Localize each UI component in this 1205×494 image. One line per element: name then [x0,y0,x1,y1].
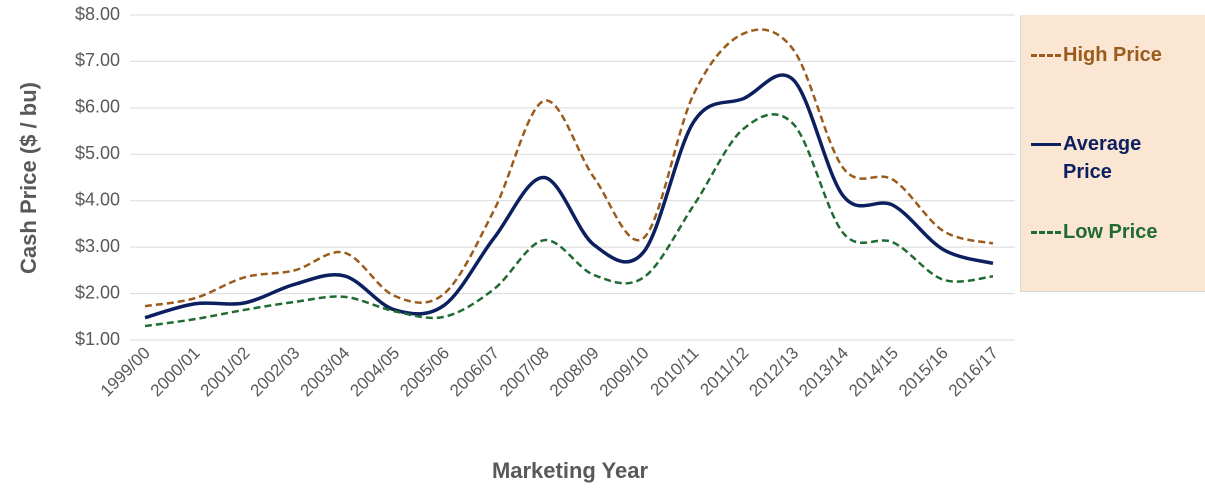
x-tick-label: 2013/14 [795,343,852,400]
x-tick-label: 2014/15 [845,343,902,400]
x-tick-label: 2002/03 [247,343,304,400]
x-tick-label: 2003/04 [296,343,353,400]
y-tick-label: $5.00 [75,143,120,163]
legend: High Price Average Price Low Price [1020,15,1205,292]
y-tick-label: $8.00 [75,4,120,24]
x-tick-label: 2010/11 [647,343,703,399]
x-tick-label: 2000/01 [147,343,204,400]
y-tick-label: $4.00 [75,189,120,209]
x-tick-label: 2006/07 [446,343,503,400]
x-tick-label: 2007/08 [496,343,553,400]
y-tick-label: $1.00 [75,329,120,349]
x-tick-label: 2015/16 [895,343,952,400]
x-tick-label: 2009/10 [596,343,653,400]
legend-entry: Average Price [1031,130,1193,186]
x-tick-label: 2008/09 [546,343,603,400]
x-tick-label: 1999/00 [97,343,154,400]
legend-label: Average Price [1063,133,1142,183]
legend-label: Low Price [1063,221,1158,243]
legend-swatch [1031,54,1061,57]
y-tick-label: $2.00 [75,282,120,302]
y-axis-title: Cash Price ($ / bu) [16,82,41,274]
series-line [144,73,994,320]
legend-swatch [1031,143,1061,146]
legend-label: High Price [1063,44,1162,66]
x-tick-label: 2001/02 [197,343,254,400]
x-tick-label: 2004/05 [346,343,403,400]
y-tick-label: $3.00 [75,236,120,256]
y-tick-label: $7.00 [75,50,120,70]
series-line [144,113,994,328]
x-tick-label: 2011/12 [696,343,752,399]
legend-entry: High Price [1031,41,1162,69]
x-axis-title: Marketing Year [492,458,649,483]
x-tick-label: 2005/06 [396,343,453,400]
y-tick-label: $6.00 [75,97,120,117]
x-tick-label: 2016/17 [945,343,1002,400]
legend-entry: Low Price [1031,218,1157,246]
x-tick-label: 2012/13 [745,343,802,400]
series-line [144,28,994,308]
legend-swatch [1031,231,1061,234]
